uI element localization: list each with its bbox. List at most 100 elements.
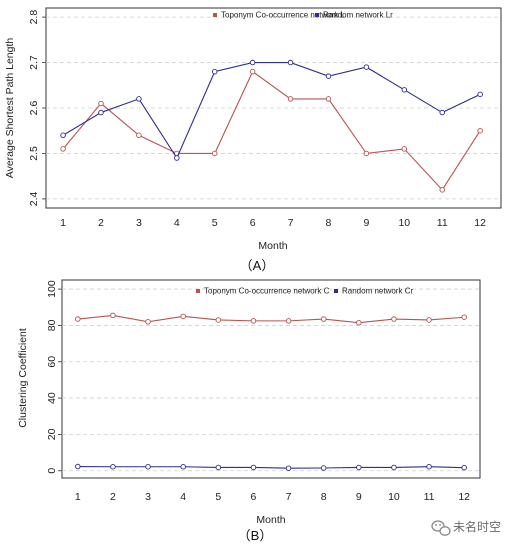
- chart-a-xticks: 1 2 3 4 5 6 7 8 9 10 11 12: [60, 217, 486, 229]
- legend-label: Toponym Co-occurrence network L: [221, 11, 346, 20]
- watermark: 未名时空: [431, 519, 501, 536]
- x-tick-label: 6: [251, 491, 257, 503]
- legend-marker: [196, 289, 200, 293]
- x-tick-label: 11: [437, 217, 448, 229]
- chart-a-ylabel: Average Shortest Path Length: [4, 38, 16, 179]
- x-tick-label: 10: [388, 491, 400, 503]
- data-point: [287, 59, 294, 66]
- data-point: [110, 312, 116, 319]
- y-tick-label: 2.4: [28, 191, 40, 206]
- legend-label: Toponym Co-occurrence network C: [204, 287, 330, 296]
- chart-b-legend: Toponym Co-occurrence network C Random ne…: [196, 287, 413, 296]
- data-point: [211, 68, 218, 75]
- wechat-icon: [431, 520, 451, 536]
- series-line-2: [77, 466, 465, 469]
- data-point: [391, 316, 397, 322]
- chart-b-series: [75, 312, 467, 471]
- legend-marker: [334, 289, 338, 293]
- data-point: [285, 465, 292, 471]
- data-point: [477, 91, 483, 98]
- chart-b-plot-area: [61, 279, 481, 479]
- data-point: [401, 146, 408, 152]
- chart-b-yticks: 0 20 40 60 80 100: [46, 280, 62, 474]
- data-point: [136, 132, 142, 139]
- data-point: [287, 96, 294, 102]
- data-point: [250, 318, 257, 324]
- x-tick-label: 1: [75, 491, 81, 503]
- y-tick-label: 2.7: [28, 55, 40, 70]
- chart-a-yticks: 2.4 2.5 2.6 2.7 2.8: [28, 10, 46, 206]
- data-point: [75, 316, 81, 322]
- data-point: [75, 463, 81, 470]
- x-tick-label: 11: [424, 491, 435, 503]
- data-point: [211, 150, 218, 157]
- x-tick-label: 10: [398, 217, 410, 229]
- chart-a-series: [60, 59, 483, 193]
- data-point: [250, 464, 257, 471]
- chart-a-panel-label: （A）: [240, 258, 275, 273]
- x-tick-label: 2: [110, 491, 116, 503]
- data-point: [439, 187, 445, 193]
- data-point: [363, 64, 370, 70]
- x-tick-label: 4: [174, 217, 180, 229]
- y-tick-label: 2.6: [28, 101, 40, 116]
- x-tick-label: 3: [136, 217, 142, 229]
- data-point: [401, 87, 408, 93]
- data-point: [136, 96, 142, 102]
- data-point: [98, 100, 104, 107]
- x-tick-label: 7: [286, 491, 292, 503]
- data-point: [145, 319, 151, 325]
- y-tick-label: 40: [46, 392, 58, 404]
- x-tick-label: 9: [363, 217, 369, 229]
- data-point: [426, 317, 432, 323]
- data-point: [249, 68, 256, 75]
- data-point: [320, 465, 327, 471]
- data-point: [391, 464, 397, 471]
- data-point: [325, 96, 332, 102]
- chart-a: 2.42.52.62.72.8 1 2 3 4 5 6 7 8 9 10 11 12 Toponym …: [4, 7, 502, 273]
- x-tick-label: 9: [356, 491, 362, 503]
- data-point: [461, 464, 467, 471]
- data-point: [110, 463, 116, 470]
- x-tick-label: 12: [458, 491, 470, 503]
- x-tick-label: 7: [288, 217, 294, 229]
- chart-b-xlabel: Month: [256, 514, 285, 526]
- y-tick-label: 2.8: [28, 10, 40, 25]
- data-point: [174, 155, 180, 161]
- data-point: [426, 463, 432, 470]
- y-tick-label: 0: [46, 468, 58, 474]
- chart-a-xlabel: Month: [258, 240, 287, 252]
- data-point: [215, 317, 222, 323]
- watermark-text: 未名时空: [453, 519, 501, 534]
- legend-marker: [315, 13, 319, 17]
- legend-marker: [213, 13, 217, 17]
- chart-b-ylabel: Clustering Coefficient: [17, 328, 29, 428]
- legend-label: Random network Cr: [342, 287, 413, 296]
- data-point: [320, 316, 327, 322]
- data-point: [356, 319, 362, 326]
- series-line-1: [77, 314, 465, 324]
- x-tick-label: 1: [60, 217, 66, 229]
- data-point: [356, 464, 362, 471]
- data-point: [180, 313, 186, 320]
- x-tick-label: 4: [180, 491, 186, 503]
- x-tick-label: 6: [250, 217, 256, 229]
- chart-b-panel-label: （B）: [238, 528, 273, 543]
- y-tick-label: 100: [46, 280, 58, 298]
- y-tick-label: 20: [46, 428, 58, 440]
- data-point: [461, 314, 467, 320]
- chart-b-xticks: 1 2 3 4 5 6 7 8 9 10 11 12: [75, 491, 470, 503]
- data-point: [363, 150, 370, 157]
- data-point: [98, 109, 104, 116]
- data-point: [60, 146, 66, 152]
- y-tick-label: 2.5: [28, 146, 40, 161]
- data-point: [325, 73, 332, 79]
- x-tick-label: 12: [474, 217, 486, 229]
- x-tick-label: 8: [321, 491, 327, 503]
- data-point: [180, 463, 186, 470]
- y-tick-label: 80: [46, 319, 58, 331]
- x-tick-label: 3: [145, 491, 151, 503]
- x-tick-label: 5: [215, 491, 221, 503]
